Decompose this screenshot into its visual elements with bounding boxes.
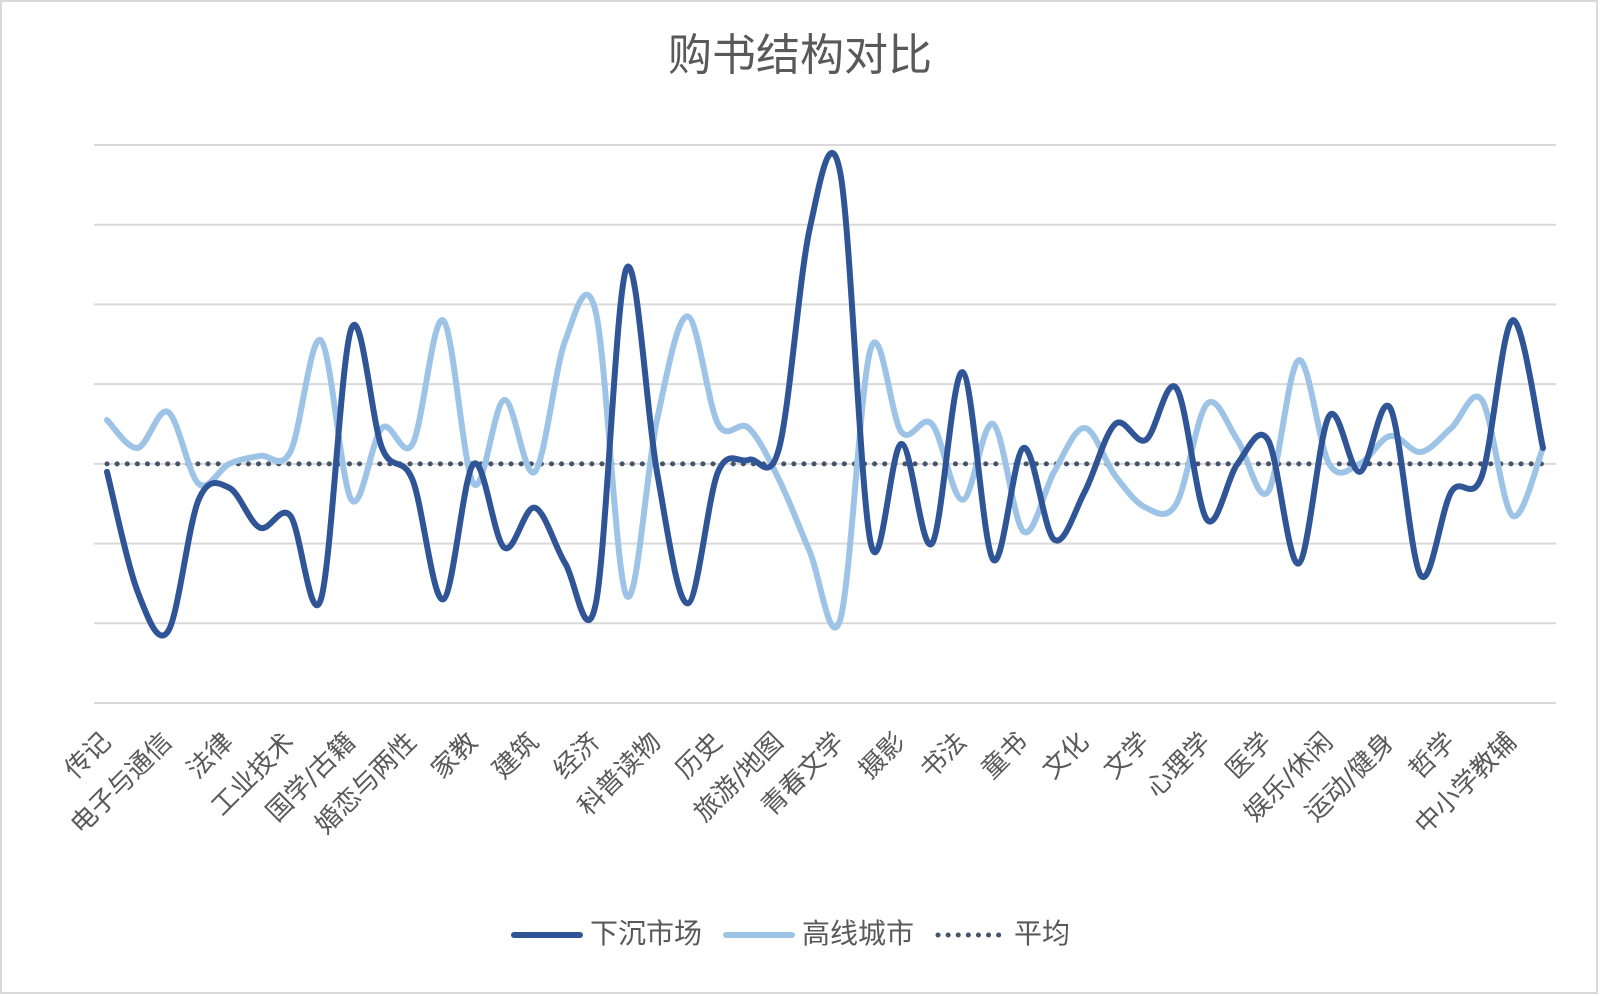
chart-title: 购书结构对比 bbox=[668, 30, 932, 81]
legend-label: 平均 bbox=[1014, 917, 1070, 950]
series-line bbox=[104, 291, 1546, 631]
series-line bbox=[104, 150, 1546, 639]
legend-label: 下沉市场 bbox=[590, 917, 702, 950]
legend-label: 高线城市 bbox=[802, 917, 914, 950]
